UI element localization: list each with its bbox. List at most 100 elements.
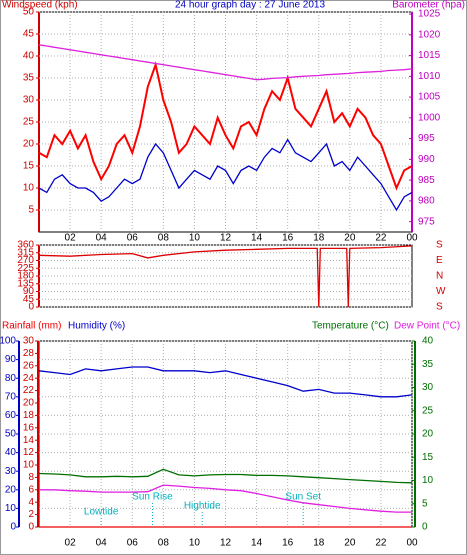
y-tick-label: 0 bbox=[422, 522, 428, 533]
y-tick-label: 8 bbox=[28, 472, 34, 483]
y-tick-label: 975 bbox=[418, 216, 435, 227]
annotation: Sun Rise bbox=[132, 492, 173, 503]
y-tick-label: 225 bbox=[17, 263, 34, 274]
y-tick-label: 5 bbox=[28, 205, 34, 216]
y-tick-label: 20 bbox=[422, 429, 434, 440]
y-tick-label: 6 bbox=[28, 484, 34, 495]
y-tick-label: 270 bbox=[17, 255, 34, 266]
series-line bbox=[38, 245, 413, 308]
y-tick-label: 24 bbox=[23, 373, 35, 384]
y-tick-label: 50 bbox=[5, 429, 17, 440]
y-tick-label: 14 bbox=[23, 435, 35, 446]
x-tick-label: 18 bbox=[313, 538, 325, 549]
x-tick-label: 12 bbox=[220, 233, 232, 244]
x-tick-label: 10 bbox=[189, 538, 201, 549]
y-tick-label: 10 bbox=[5, 503, 17, 514]
y-tick-label: 26 bbox=[23, 360, 35, 371]
y-tick-label: 18 bbox=[23, 410, 35, 421]
x-tick-label: 20 bbox=[344, 233, 356, 244]
y-tick-label: 995 bbox=[418, 133, 435, 144]
y-tick-label: 2 bbox=[28, 509, 34, 520]
y-tick-label: 90 bbox=[5, 354, 17, 365]
x-tick-label: 14 bbox=[251, 538, 263, 549]
y-tick-label: 0 bbox=[28, 302, 34, 313]
y-tick-label: 10 bbox=[422, 475, 434, 486]
series-name: Dew Point (°C) bbox=[394, 321, 460, 332]
y-tick-label: 1025 bbox=[418, 9, 441, 20]
y-tick-label: 22 bbox=[23, 385, 35, 396]
y-tick-label: 20 bbox=[5, 484, 17, 495]
x-tick-label: 04 bbox=[96, 233, 108, 244]
y-tick-label: 12 bbox=[23, 447, 35, 458]
y-tick-label: S bbox=[436, 302, 443, 313]
y-tick-label: 25 bbox=[23, 117, 35, 128]
y-tick-label: 985 bbox=[418, 175, 435, 186]
y-tick-label: 360 bbox=[17, 240, 34, 251]
y-tick-label: 30 bbox=[23, 336, 35, 347]
series-line bbox=[38, 468, 413, 484]
y-tick-label: 135 bbox=[17, 278, 34, 289]
y-tick-label: 30 bbox=[5, 466, 17, 477]
y-tick-label: 180 bbox=[17, 271, 34, 282]
y-tick-label: 10 bbox=[23, 183, 35, 194]
x-tick-label: 14 bbox=[251, 233, 263, 244]
y-tick-label: 990 bbox=[418, 154, 435, 165]
y-tick-label: 50 bbox=[23, 7, 35, 18]
y-tick-label: 45 bbox=[23, 29, 35, 40]
x-tick-label: 18 bbox=[313, 233, 325, 244]
y-tick-label: 1010 bbox=[418, 71, 441, 82]
x-tick-label: 00 bbox=[406, 538, 418, 549]
x-tick-label: 06 bbox=[127, 233, 139, 244]
y-tick-label: 60 bbox=[5, 410, 17, 421]
y-tick-label: E bbox=[436, 255, 443, 266]
windspeed-label: Windspeed (kph) bbox=[2, 0, 78, 11]
y-tick-label: 0 bbox=[10, 522, 16, 533]
y-tick-label: 16 bbox=[23, 422, 35, 433]
annotation: Hightide bbox=[184, 501, 221, 512]
y-tick-label: 1020 bbox=[418, 29, 441, 40]
y-tick-label: 20 bbox=[23, 139, 35, 150]
y-tick-label: 40 bbox=[5, 447, 17, 458]
series-line bbox=[39, 484, 412, 513]
y-tick-label: 28 bbox=[23, 348, 35, 359]
x-tick-label: 04 bbox=[96, 538, 108, 549]
annotation: Sun Set bbox=[285, 492, 321, 503]
annotation: Lowtide bbox=[84, 507, 119, 518]
x-tick-label: 08 bbox=[158, 233, 170, 244]
series-line bbox=[38, 61, 413, 191]
series-line bbox=[38, 366, 413, 398]
x-tick-label: 02 bbox=[65, 538, 77, 549]
x-tick-label: 02 bbox=[65, 233, 77, 244]
y-tick-label: 15 bbox=[23, 161, 35, 172]
y-tick-label: 0 bbox=[28, 522, 34, 533]
x-tick-label: 12 bbox=[220, 538, 232, 549]
y-tick-label: 70 bbox=[5, 391, 17, 402]
y-tick-label: 40 bbox=[23, 51, 35, 62]
y-tick-label: 25 bbox=[422, 405, 434, 416]
y-tick-label: 90 bbox=[23, 286, 35, 297]
x-tick-label: 20 bbox=[344, 538, 356, 549]
y-tick-label: 35 bbox=[23, 73, 35, 84]
y-tick-label: 1015 bbox=[418, 50, 441, 61]
x-tick-label: 16 bbox=[282, 538, 294, 549]
x-tick-label: 22 bbox=[375, 538, 387, 549]
x-tick-label: 10 bbox=[189, 233, 201, 244]
y-tick-label: 1000 bbox=[418, 112, 441, 123]
chart-title: 24 hour graph day : 27 June 2013 bbox=[175, 0, 326, 11]
y-tick-label: W bbox=[436, 286, 446, 297]
y-tick-label: 40 bbox=[422, 336, 434, 347]
series-name: Rainfall (mm) bbox=[2, 321, 61, 332]
y-tick-label: 30 bbox=[23, 95, 35, 106]
y-tick-label: 980 bbox=[418, 196, 435, 207]
y-tick-label: 10 bbox=[23, 460, 35, 471]
series-name: Humidity (%) bbox=[68, 321, 125, 332]
barometer-label: Barometer (hpa) bbox=[392, 0, 465, 11]
y-tick-label: 20 bbox=[23, 398, 35, 409]
y-tick-label: 1005 bbox=[418, 92, 441, 103]
series-line bbox=[38, 138, 413, 212]
x-tick-label: 22 bbox=[375, 233, 387, 244]
y-tick-label: 30 bbox=[422, 382, 434, 393]
x-tick-label: 16 bbox=[282, 233, 294, 244]
y-tick-label: 315 bbox=[17, 247, 34, 258]
